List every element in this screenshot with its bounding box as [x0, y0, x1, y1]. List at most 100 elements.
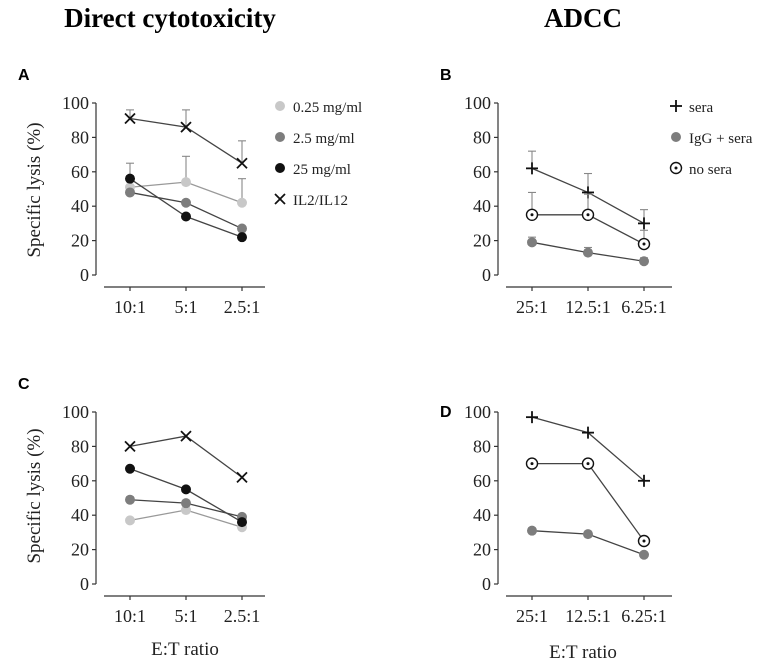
y-tick-label: 40 [71, 505, 89, 525]
series-il2-il12 [124, 109, 248, 169]
data-point [526, 411, 538, 424]
y-tick-label: 0 [482, 265, 491, 285]
x-tick-label: 5:1 [174, 297, 197, 317]
x-tick-label: 12.5:1 [565, 606, 611, 626]
y-tick-label: 40 [473, 505, 491, 525]
series-sera [526, 411, 650, 487]
y-tick-label: 20 [473, 540, 491, 560]
series-2-5-mg-ml [125, 494, 247, 522]
x-tick-label: 10:1 [114, 606, 146, 626]
series-igg-sera [527, 236, 649, 267]
y-tick-label: 100 [464, 402, 491, 422]
y-tick-label: 0 [80, 265, 89, 285]
data-point [125, 494, 135, 505]
data-point [181, 484, 191, 495]
x-tick-label: 25:1 [516, 297, 548, 317]
panel-a: A 0 20 40 60 80 100 10:1 5:1 2.5:1 Specific lysis … [18, 67, 362, 317]
legend-marker [274, 193, 286, 205]
y-tick-label: 20 [473, 231, 491, 251]
legend-label: no sera [689, 162, 732, 178]
series-igg-sera [527, 525, 649, 560]
data-point [181, 211, 191, 222]
data-point [581, 457, 595, 470]
y-tick-label: 20 [71, 231, 89, 251]
data-point [638, 474, 650, 487]
panel-letter: D [440, 404, 452, 421]
legend: sera IgG + sera no sera [669, 100, 753, 178]
data-point [236, 157, 248, 169]
y-tick-label: 80 [473, 436, 491, 456]
y-tick-label: 0 [482, 574, 491, 594]
data-point [125, 173, 135, 184]
legend-marker [670, 100, 682, 112]
data-point [527, 525, 537, 536]
legend-label: IL2/IL12 [293, 193, 348, 209]
data-point [237, 517, 247, 528]
x-tick-label: 12.5:1 [565, 297, 611, 317]
y-tick-label: 0 [80, 574, 89, 594]
heading-direct-cytotoxicity: Direct cytotoxicity [64, 3, 276, 33]
data-point [581, 208, 595, 222]
data-point [637, 237, 651, 251]
legend-label: 25 mg/ml [293, 162, 351, 178]
y-tick-label: 20 [71, 540, 89, 560]
legend-marker [669, 161, 683, 175]
legend-label: 2.5 mg/ml [293, 131, 355, 147]
x-tick-label: 2.5:1 [224, 606, 261, 626]
x-tick-label: 25:1 [516, 606, 548, 626]
data-point [639, 549, 649, 560]
series-no-sera [525, 191, 651, 251]
legend-label: sera [689, 100, 713, 116]
legend-marker [275, 101, 285, 111]
x-tick-label: 6.25:1 [621, 297, 667, 317]
series-no-sera [525, 457, 651, 548]
data-point [236, 471, 248, 483]
xlabel-left: E:T ratio [151, 639, 219, 660]
data-point [638, 217, 650, 230]
y-tick-label: 80 [473, 127, 491, 147]
data-point [637, 534, 651, 548]
panel-d: D 0 20 40 60 80 100 25:1 12.5:1 6.25:1 [440, 402, 672, 626]
series-2-5-mg-ml [125, 187, 247, 234]
data-point [181, 505, 191, 516]
y-tick-label: 60 [71, 162, 89, 182]
data-point [181, 498, 191, 509]
legend-label: 0.25 mg/ml [293, 100, 362, 116]
data-point [237, 223, 247, 234]
data-point [125, 187, 135, 198]
x-tick-label: 5:1 [174, 606, 197, 626]
panel-letter: A [18, 67, 30, 84]
y-tick-label: 100 [464, 93, 491, 113]
y-tick-label: 60 [71, 471, 89, 491]
data-point [125, 515, 135, 526]
legend-label: IgG + sera [689, 131, 753, 147]
legend-marker [275, 163, 285, 173]
legend: 0.25 mg/ml 2.5 mg/ml 25 mg/ml IL2/IL12 [274, 100, 362, 209]
y-tick-label: 80 [71, 127, 89, 147]
panel-b: B 0 20 40 60 80 100 25:1 12.5:1 6.25:1 sera IgG + s… [440, 67, 753, 317]
data-point [525, 208, 539, 222]
y-tick-label: 40 [71, 196, 89, 216]
y-tick-label: 80 [71, 436, 89, 456]
panel-c: C 0 20 40 60 80 100 10:1 5:1 2.5:1 Specific lysis … [18, 376, 265, 626]
data-point [237, 197, 247, 208]
y-axis-label: Specific lysis (%) [24, 428, 45, 563]
y-tick-label: 100 [62, 402, 89, 422]
legend-marker [671, 132, 681, 142]
series-line [129, 178, 243, 238]
data-point [124, 112, 136, 125]
data-point [181, 177, 191, 188]
series-sera [526, 150, 650, 230]
data-point [583, 529, 593, 540]
series-25-mg-ml [125, 463, 247, 528]
panel-letter: B [440, 67, 452, 84]
series-0-25-mg-ml [125, 505, 247, 533]
data-point [180, 430, 192, 442]
y-tick-label: 100 [62, 93, 89, 113]
data-point [181, 197, 191, 208]
data-point [237, 232, 247, 243]
x-tick-label: 2.5:1 [224, 297, 261, 317]
data-point [124, 440, 136, 453]
data-point [525, 457, 539, 470]
